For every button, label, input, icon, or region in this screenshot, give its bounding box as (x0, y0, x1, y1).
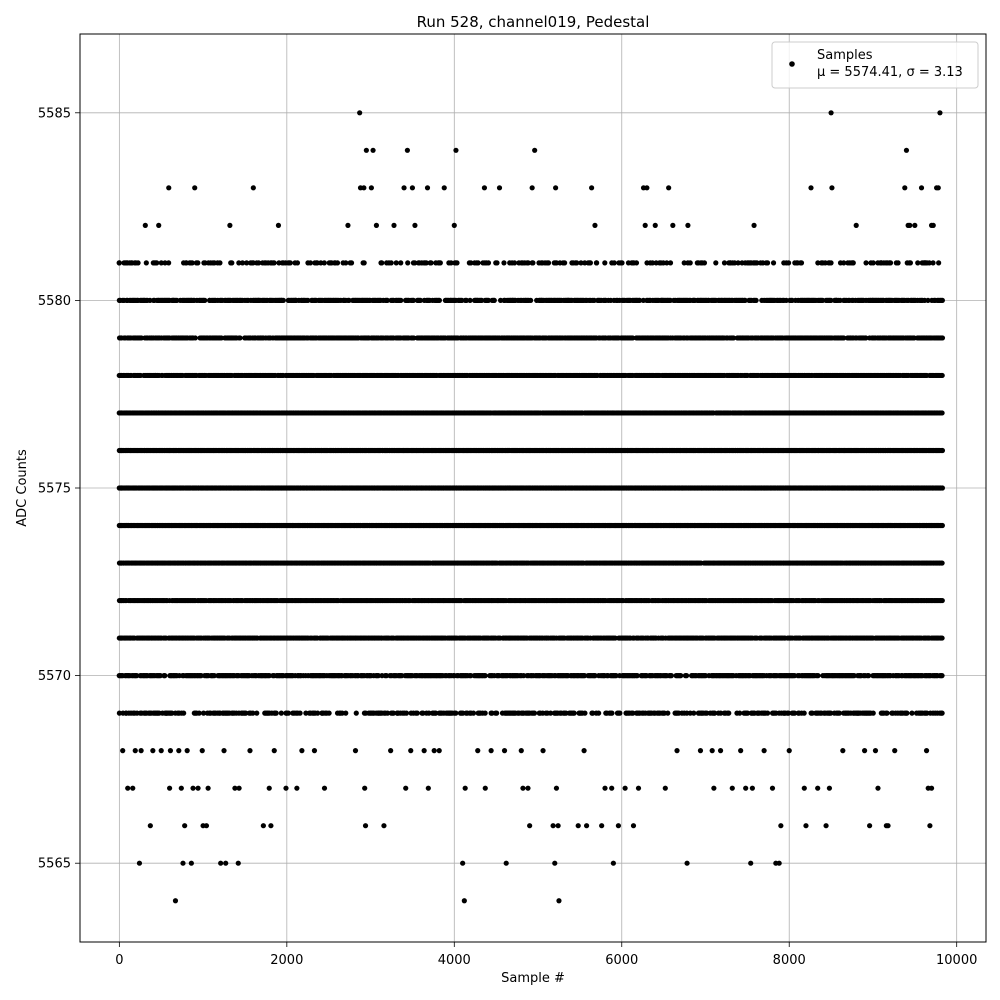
sample-point (414, 710, 420, 716)
sample-point (403, 710, 410, 716)
sample-point (343, 710, 349, 716)
sample-point (211, 673, 217, 679)
sample-point (596, 710, 602, 716)
sample-point (482, 710, 488, 716)
sample-point (196, 710, 202, 716)
sample-point (315, 710, 321, 716)
sample-point (884, 710, 890, 716)
sample-point (939, 635, 945, 641)
sample-point (665, 710, 671, 716)
sample-point (718, 710, 724, 716)
sample-point (375, 673, 381, 679)
sample-point (547, 710, 554, 716)
sample-point (390, 710, 397, 716)
sample-point (836, 710, 842, 716)
sample-point (866, 673, 872, 679)
sample-point (609, 710, 615, 716)
sample-point (353, 710, 359, 716)
sample-point (668, 673, 675, 679)
sample-point (828, 710, 834, 716)
sample-point (726, 710, 732, 716)
sample-point (712, 710, 718, 716)
scatter-points (116, 110, 946, 904)
sample-point (433, 710, 439, 716)
sample-point (939, 560, 945, 566)
sample-point (617, 710, 623, 716)
sample-point (303, 710, 309, 716)
sample-point (737, 710, 743, 716)
sample-point (426, 710, 432, 716)
sample-point (870, 710, 876, 716)
sample-point (278, 710, 284, 716)
sample-point (630, 710, 636, 716)
sample-point (254, 710, 260, 716)
sample-point (801, 710, 807, 716)
sample-point (582, 710, 588, 716)
sample-point (453, 710, 459, 716)
sample-point (116, 710, 123, 716)
sample-point (634, 673, 640, 679)
sample-point (181, 710, 187, 716)
sample-point (678, 673, 684, 679)
sample-point (785, 710, 792, 716)
sample-point (470, 710, 477, 716)
sample-point (851, 673, 857, 679)
sample-point (765, 710, 771, 716)
sample-point (243, 710, 249, 716)
sample-point (297, 710, 303, 716)
sample-point (531, 710, 538, 716)
sample-point (792, 710, 798, 716)
sample-point (683, 673, 690, 679)
sample-point (482, 673, 488, 679)
sample-point (691, 710, 697, 716)
sample-point (581, 673, 588, 679)
sample-point (273, 710, 279, 716)
sample-point (384, 710, 391, 716)
sample-point (815, 673, 821, 679)
sample-point (592, 673, 598, 679)
sample-point (326, 710, 332, 716)
sample-point (285, 710, 291, 716)
sample-point (904, 710, 910, 716)
sample-point (571, 710, 577, 716)
sample-point (939, 597, 945, 604)
sample-point (162, 673, 168, 679)
sample-point (745, 710, 751, 716)
sample-point (939, 485, 946, 491)
sample-point (157, 673, 163, 679)
sample-point (494, 710, 500, 716)
sample-point (939, 673, 945, 679)
sample-point (250, 710, 256, 716)
sample-point (200, 710, 207, 716)
sample-point (909, 710, 915, 716)
sample-point (939, 522, 945, 529)
